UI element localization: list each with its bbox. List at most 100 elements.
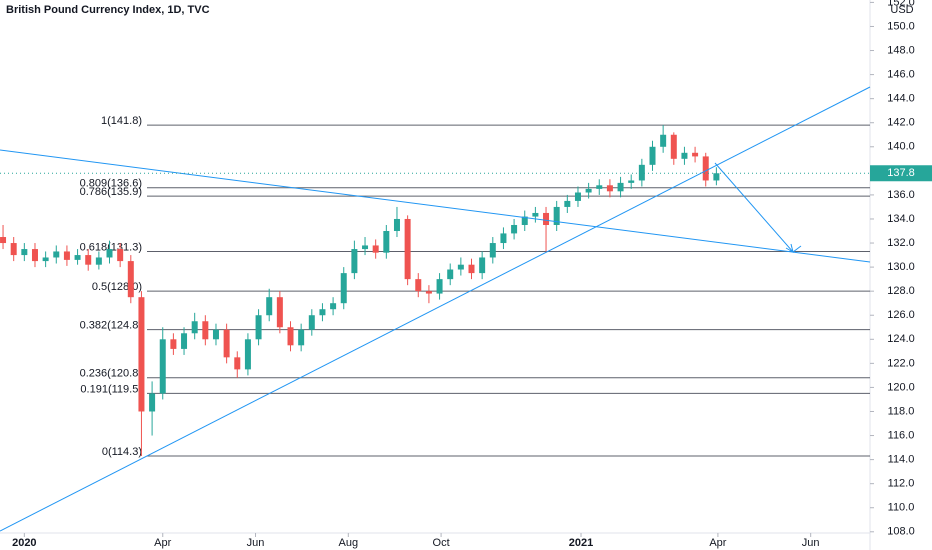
last-price-box	[870, 165, 932, 182]
y-tick-label: 134.0	[887, 213, 915, 225]
candle-body	[543, 212, 550, 225]
y-tick-label: 122.0	[887, 357, 915, 369]
candle-body	[500, 233, 507, 244]
candle-body	[127, 261, 134, 298]
x-tick-label: 2020	[12, 537, 36, 549]
x-tick-label: Jun	[247, 537, 265, 549]
candle-body	[330, 303, 337, 310]
candle-body	[372, 245, 379, 253]
x-tick-label: 2021	[569, 537, 593, 549]
y-tick-label: 108.0	[887, 526, 915, 538]
candle-body	[138, 297, 145, 412]
fib-level-label: 0.809(136.6)	[80, 178, 142, 190]
candle-body	[468, 264, 475, 274]
fib-level-label: 1(141.8)	[101, 115, 142, 127]
candle-body	[606, 185, 613, 192]
candle-body	[63, 251, 70, 260]
candle-body	[638, 164, 645, 181]
candle-body	[159, 339, 166, 394]
x-tick-label: Apr	[709, 537, 726, 549]
candle-body	[511, 224, 518, 234]
candle-body	[234, 357, 241, 370]
fib-retracement: 1(141.8) 0.809(136.6)0.786(135.9) 0.618(13…	[80, 115, 870, 458]
fib-level-label: 0.5(128.0)	[92, 281, 142, 293]
candle-body	[21, 249, 28, 256]
candle-body	[447, 269, 454, 280]
fib-level-label: 0(114.3)	[102, 446, 142, 458]
last-price-label: 137.8	[887, 167, 915, 179]
candle-body	[95, 257, 102, 265]
y-tick-label: 112.0	[888, 478, 915, 490]
candle-body	[479, 257, 486, 274]
candle-body	[181, 333, 188, 349]
candle-body	[383, 231, 390, 253]
candle-body	[42, 257, 49, 262]
candle-body	[532, 212, 539, 217]
fib-level-label: 0.618(131.3)	[80, 241, 142, 253]
candle-body	[660, 134, 667, 147]
candle-body	[255, 315, 262, 340]
candle-body	[117, 249, 124, 262]
y-tick-label: 140.0	[887, 141, 915, 153]
y-tick-label: 128.0	[887, 285, 915, 297]
candle-body	[596, 185, 603, 189]
y-tick-label: 150.0	[887, 20, 915, 32]
candle-body	[149, 393, 156, 412]
candle-body	[106, 249, 113, 258]
candle-body	[191, 321, 198, 334]
candle-body	[31, 249, 38, 262]
arrow-head	[785, 243, 794, 254]
y-tick-label: 130.0	[887, 261, 915, 273]
candle-body	[170, 339, 177, 349]
candles	[0, 125, 720, 456]
candle-body	[702, 156, 709, 181]
candle-body	[10, 243, 17, 256]
fib-level-label: 0.236(120.8)	[80, 368, 142, 380]
x-tick-label: Oct	[433, 537, 450, 549]
y-tick-label: 114.0	[888, 454, 915, 466]
candle-body	[404, 218, 411, 280]
trend-line-up	[0, 86, 871, 532]
candle-body	[574, 192, 581, 201]
candle-body	[457, 264, 464, 270]
candle-body	[287, 327, 294, 346]
chart-title: British Pound Currency Index, 1D, TVC	[6, 4, 210, 16]
candle-body	[489, 243, 496, 258]
y-tick-label: 142.0	[887, 117, 915, 129]
fib-level-label: 0.382(124.8)	[80, 320, 142, 332]
candle-body	[351, 249, 358, 274]
candle-body	[617, 182, 624, 192]
candle-body	[276, 297, 283, 328]
y-tick-label: 152.0	[887, 0, 915, 8]
x-tick-label: Apr	[154, 537, 171, 549]
candle-body	[425, 291, 432, 294]
candle-body	[713, 173, 720, 181]
y-tick-label: 144.0	[887, 93, 915, 105]
y-tick-label: 118.0	[888, 405, 915, 417]
y-tick-label: 126.0	[887, 309, 915, 321]
candle-body	[223, 329, 230, 358]
candle-body	[298, 329, 305, 346]
currency-label: USD	[890, 4, 913, 16]
candle-body	[53, 251, 60, 258]
x-tick-label: Jun	[802, 537, 820, 549]
candle-body	[244, 339, 251, 370]
candle-body	[670, 134, 677, 159]
candle-body	[212, 329, 219, 340]
candle-body	[649, 146, 656, 165]
x-tick-label: Aug	[339, 537, 359, 549]
candle-body	[319, 309, 326, 316]
fib-level-label: 0.786(135.9)	[80, 186, 142, 198]
y-tick-label: 110.0	[888, 502, 915, 514]
candle-body	[308, 315, 315, 330]
candle-body	[85, 255, 92, 265]
candle-body	[340, 273, 347, 304]
candle-body	[521, 216, 528, 225]
y-tick-label: 148.0	[887, 44, 915, 56]
candle-body	[681, 152, 688, 159]
candle-body	[393, 218, 400, 232]
candle-body	[266, 297, 273, 316]
